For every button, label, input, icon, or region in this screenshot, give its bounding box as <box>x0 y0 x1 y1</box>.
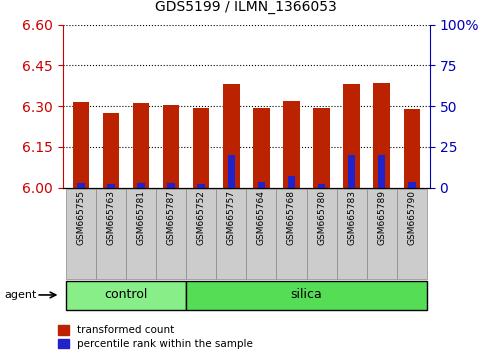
Text: GSM665757: GSM665757 <box>227 190 236 245</box>
Bar <box>408 182 415 188</box>
Bar <box>168 183 175 188</box>
FancyBboxPatch shape <box>397 189 427 279</box>
FancyBboxPatch shape <box>186 281 427 310</box>
Bar <box>223 85 240 188</box>
Text: silica: silica <box>291 289 322 302</box>
Text: GSM665790: GSM665790 <box>407 190 416 245</box>
FancyBboxPatch shape <box>66 281 186 310</box>
Bar <box>253 108 270 188</box>
Text: agent: agent <box>5 290 37 300</box>
Bar <box>107 184 114 188</box>
Bar <box>288 176 295 188</box>
Bar <box>193 108 210 188</box>
Text: GSM665752: GSM665752 <box>197 190 206 245</box>
Bar <box>72 102 89 188</box>
Bar <box>373 83 390 188</box>
Text: GSM665764: GSM665764 <box>257 190 266 245</box>
Legend: transformed count, percentile rank within the sample: transformed count, percentile rank withi… <box>58 325 253 349</box>
Bar <box>313 108 330 188</box>
FancyBboxPatch shape <box>96 189 126 279</box>
FancyBboxPatch shape <box>66 189 96 279</box>
FancyBboxPatch shape <box>276 189 307 279</box>
FancyBboxPatch shape <box>156 189 186 279</box>
Text: GSM665763: GSM665763 <box>106 190 115 245</box>
Text: GSM665781: GSM665781 <box>137 190 145 245</box>
Bar <box>257 182 265 188</box>
Bar <box>163 105 179 188</box>
Text: GSM665780: GSM665780 <box>317 190 326 245</box>
Text: control: control <box>104 289 148 302</box>
FancyBboxPatch shape <box>367 189 397 279</box>
Text: GSM665783: GSM665783 <box>347 190 356 245</box>
Bar <box>227 155 235 188</box>
Bar <box>378 155 385 188</box>
Bar <box>403 109 420 188</box>
Bar <box>318 184 325 188</box>
FancyBboxPatch shape <box>126 189 156 279</box>
Bar <box>133 103 149 188</box>
FancyBboxPatch shape <box>307 189 337 279</box>
Bar <box>343 85 360 188</box>
Bar <box>348 155 355 188</box>
Bar <box>103 113 119 188</box>
Bar <box>77 183 85 188</box>
Text: GSM665787: GSM665787 <box>167 190 176 245</box>
Bar <box>283 101 300 188</box>
Text: GSM665755: GSM665755 <box>76 190 85 245</box>
Text: GSM665768: GSM665768 <box>287 190 296 245</box>
FancyBboxPatch shape <box>216 189 246 279</box>
FancyBboxPatch shape <box>186 189 216 279</box>
Bar <box>198 184 205 188</box>
Text: GDS5199 / ILMN_1366053: GDS5199 / ILMN_1366053 <box>156 0 337 14</box>
FancyBboxPatch shape <box>246 189 276 279</box>
Bar <box>137 183 145 188</box>
FancyBboxPatch shape <box>337 189 367 279</box>
Text: GSM665789: GSM665789 <box>377 190 386 245</box>
